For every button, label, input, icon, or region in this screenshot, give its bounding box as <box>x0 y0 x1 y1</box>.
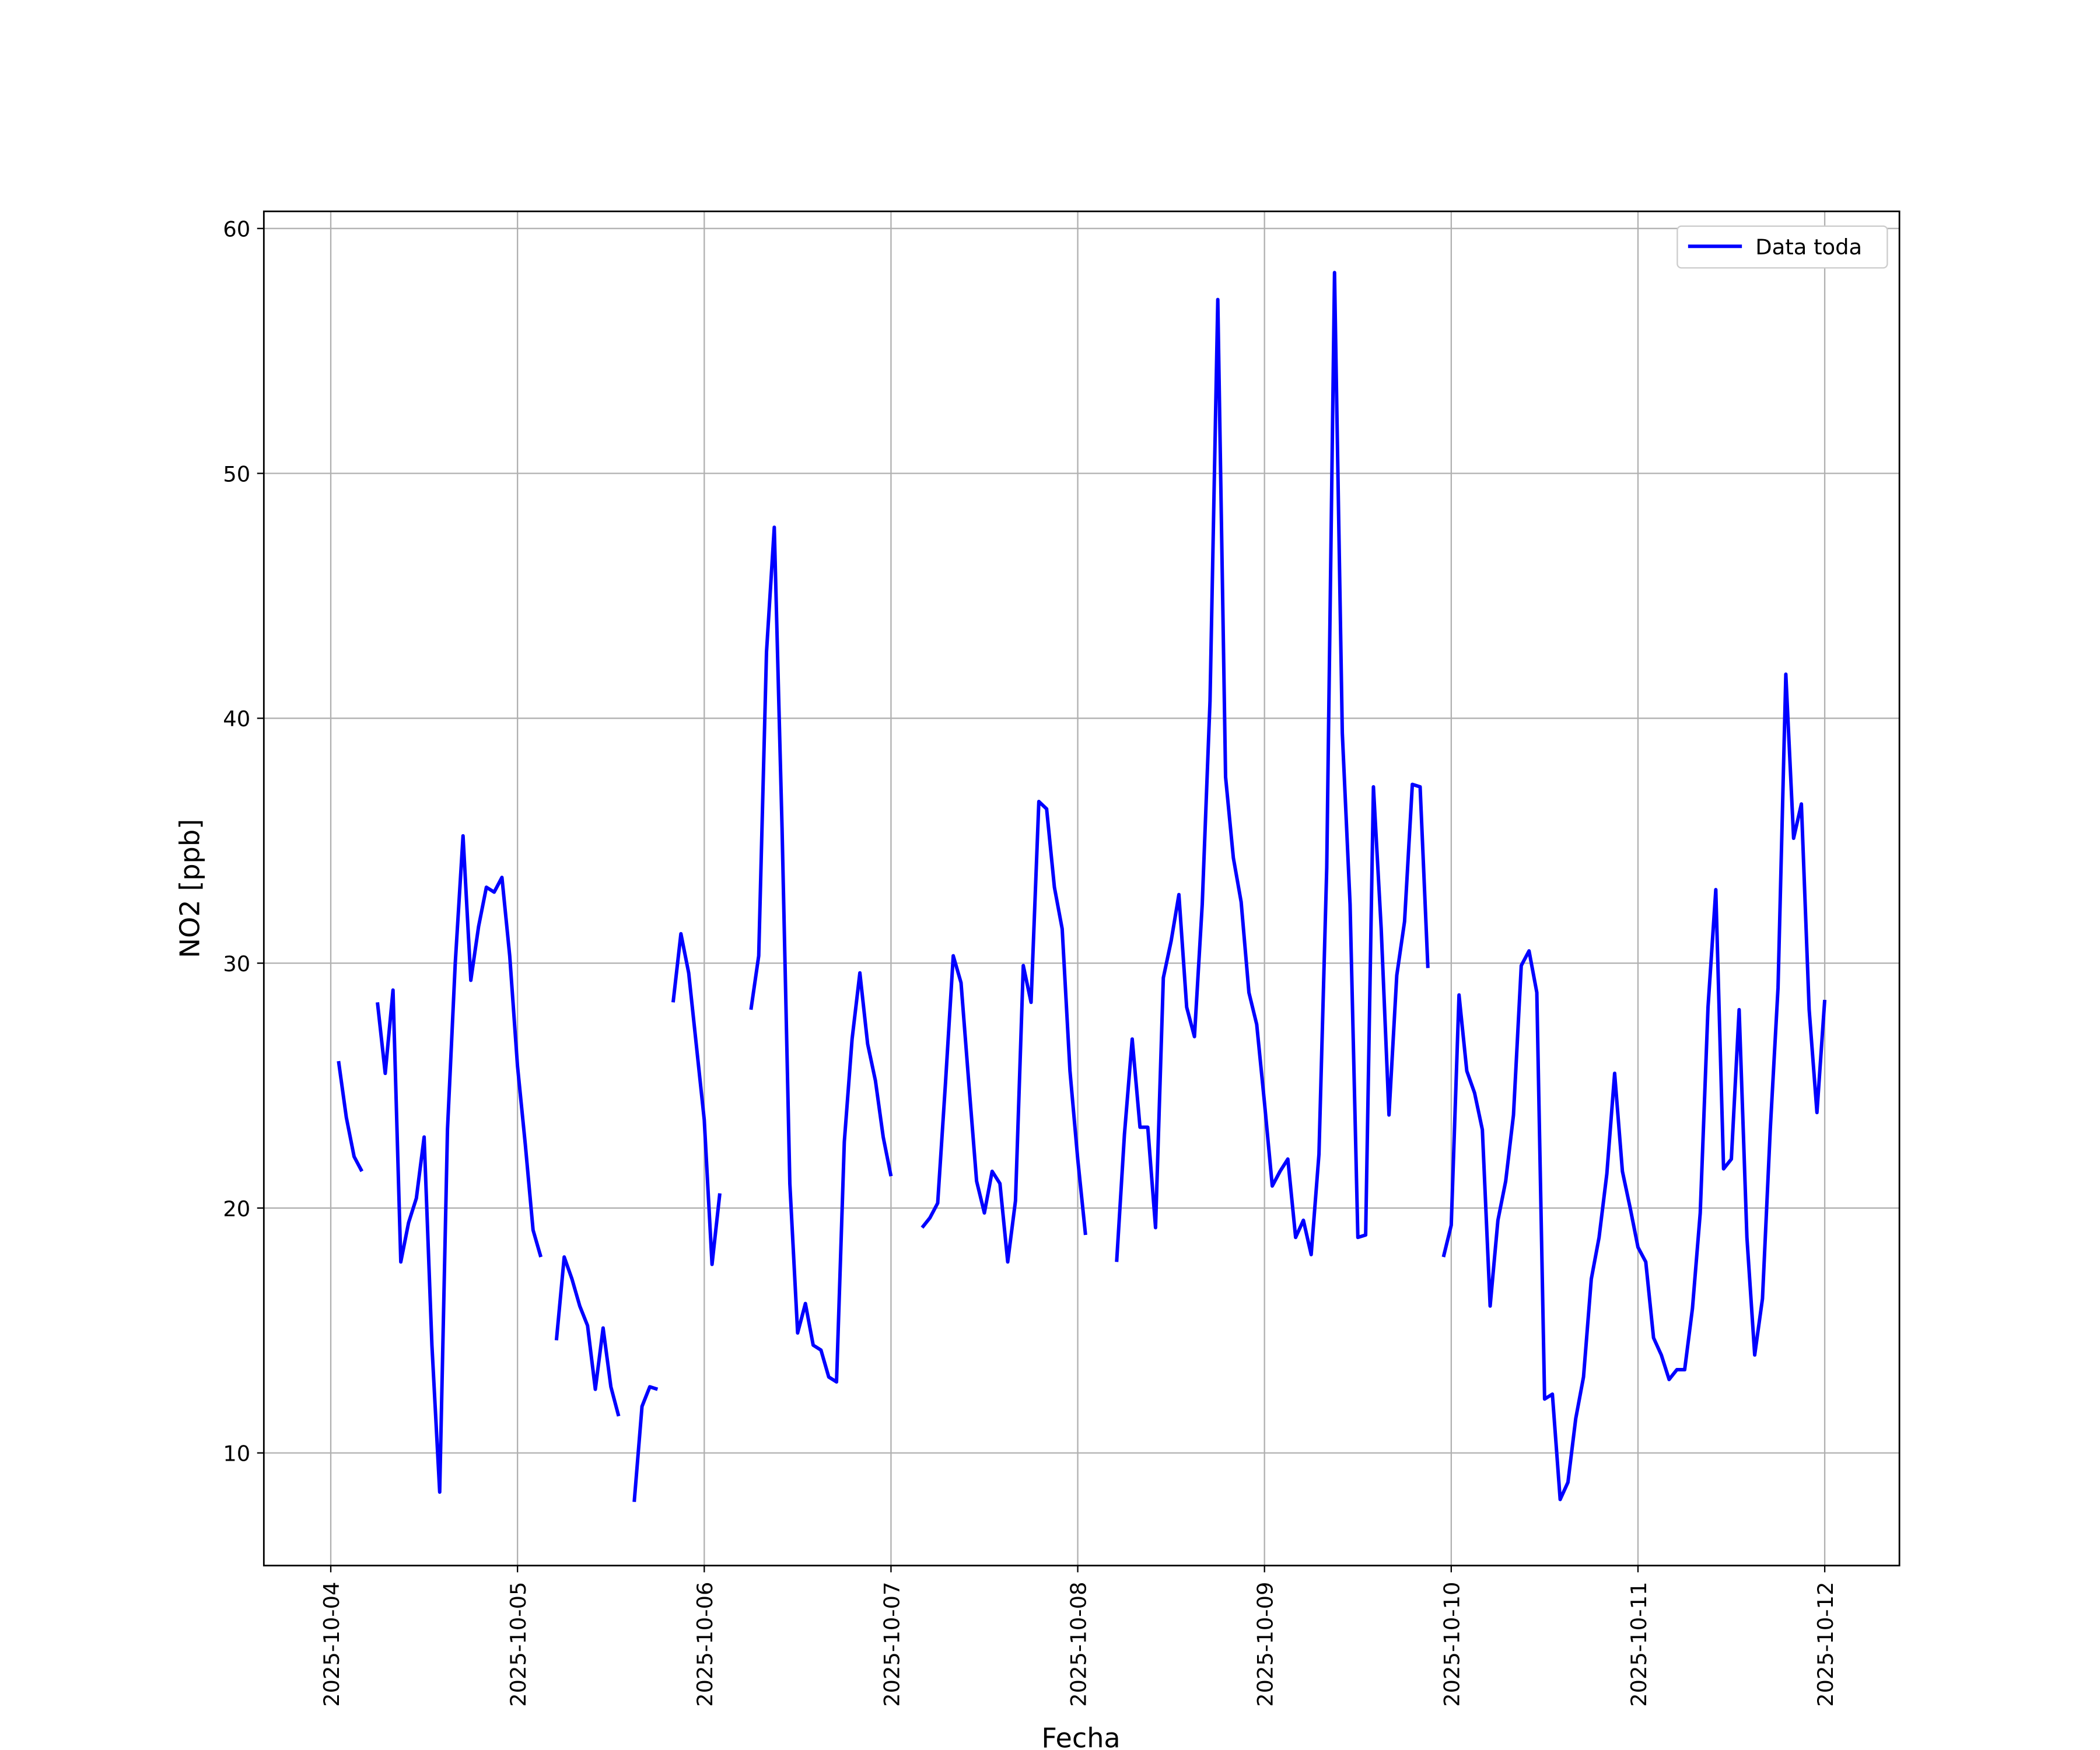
legend-box <box>1676 225 1888 269</box>
y-tick-label: 40 <box>223 706 250 732</box>
y-tick-label: 60 <box>223 217 250 242</box>
x-tick-label: 2025-10-06 <box>692 1582 718 1707</box>
y-tick-label: 20 <box>223 1196 250 1222</box>
data-line <box>337 271 1827 1502</box>
x-tick-label: 2025-10-12 <box>1813 1582 1838 1707</box>
x-tick-label: 2025-10-08 <box>1066 1582 1091 1707</box>
x-tick-label: 2025-10-05 <box>506 1582 531 1707</box>
x-tick-label: 2025-10-09 <box>1253 1582 1278 1707</box>
plot-frame <box>262 210 1901 1567</box>
x-tick-label: 2025-10-10 <box>1440 1582 1465 1707</box>
y-tick-label: 50 <box>223 461 250 487</box>
x-tick-label: 2025-10-07 <box>879 1582 904 1707</box>
y-axis-label: NO2 [ppb] <box>174 819 206 958</box>
x-axis-label: Fecha <box>1041 1722 1120 1750</box>
y-tick-label: 10 <box>223 1441 250 1466</box>
legend-label: Data toda <box>1755 235 1862 260</box>
y-tick-label: 30 <box>223 951 250 977</box>
x-tick-label: 2025-10-11 <box>1626 1582 1651 1707</box>
x-tick-label: 2025-10-04 <box>319 1582 344 1707</box>
